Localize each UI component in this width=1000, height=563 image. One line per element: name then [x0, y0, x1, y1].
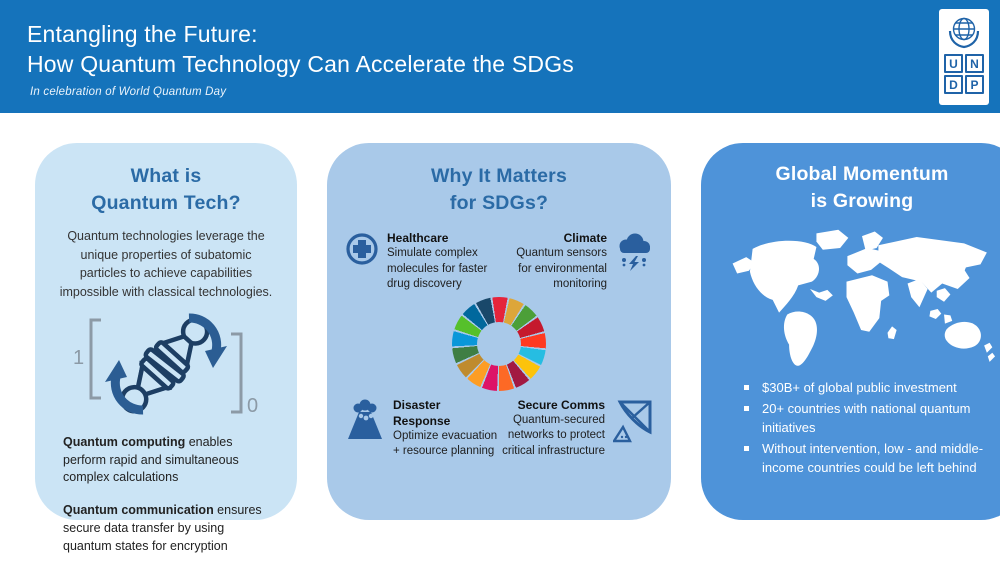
- page-subtitle: In celebration of World Quantum Day: [30, 86, 227, 98]
- sdg-row-bottom: Disaster Response Optimize evacuation + …: [343, 397, 655, 460]
- sdg-item-disaster-response: Disaster Response Optimize evacuation + …: [345, 397, 499, 460]
- climate-heading: Climate: [563, 230, 607, 245]
- cards-row: What is Quantum Tech? Quantum technologi…: [35, 143, 1000, 553]
- undp-letter-n: N: [965, 54, 984, 73]
- bit-one-label: 1: [73, 347, 84, 369]
- spinning-particle: [119, 317, 210, 414]
- header-banner: Entangling the Future: How Quantum Techn…: [0, 0, 1000, 113]
- undp-letter-p: P: [965, 75, 984, 94]
- undp-letters: U N D P: [944, 54, 984, 94]
- sdg-wheel: [452, 296, 546, 391]
- undp-letter-u: U: [944, 54, 963, 73]
- card-why-it-matters: Why It Matters for SDGs? Healthcare Simu…: [327, 143, 671, 520]
- sdg-item-climate: Climate Quantum sensors for environmenta…: [501, 230, 653, 293]
- world-map: [732, 229, 996, 366]
- left-bracket: [89, 318, 101, 400]
- card3-title: Global Momentum is Growing: [775, 163, 949, 212]
- card2-title: Why It Matters for SDGs?: [430, 165, 568, 214]
- bit-zero-label: 0: [247, 395, 258, 417]
- undp-logo: U N D P: [939, 9, 989, 105]
- quantum-communication-text: Quantum communication ensures secure dat…: [63, 503, 262, 553]
- right-bracket: [231, 332, 243, 414]
- satellite-dish-icon: [613, 400, 652, 442]
- card1-title: What is Quantum Tech?: [91, 165, 241, 214]
- card-what-is-quantum-tech: What is Quantum Tech? Quantum technologi…: [35, 143, 297, 553]
- sdg-item-secure-comms: Secure Comms Quantum-secured networks to…: [499, 397, 653, 460]
- page-title-line2: How Quantum Technology Can Accelerate th…: [27, 51, 575, 77]
- storm-cloud-icon: [619, 233, 650, 271]
- quantum-computing-text: Quantum computing enables perform rapid …: [63, 434, 239, 485]
- secure-comms-heading: Secure Comms: [517, 397, 605, 412]
- sdg-row-top: Healthcare Simulate complex molecules fo…: [343, 230, 655, 293]
- card-global-momentum: Global Momentum is Growing: [701, 143, 1000, 520]
- page-title-line1: Entangling the Future:: [27, 21, 258, 47]
- card1-intro-text: Quantum technologies leverage the unique…: [59, 228, 273, 300]
- rotation-arrows: [105, 313, 227, 415]
- un-emblem-icon: [948, 17, 980, 49]
- qubit-entanglement-illustration: 1 0: [73, 313, 258, 417]
- secure-comms-body: Quantum-secured networks to protect crit…: [502, 413, 605, 457]
- bullet-countries: 20+ countries with national quantum init…: [743, 400, 999, 437]
- healthcare-heading: Healthcare: [387, 230, 449, 245]
- medical-cross-icon: [346, 233, 378, 265]
- bullet-intervention: Without intervention, low - and middle-i…: [743, 440, 999, 477]
- healthcare-body: Simulate complex molecules for faster dr…: [387, 247, 488, 291]
- volcano-icon: [348, 399, 382, 439]
- disaster-response-body: Optimize evacuation + resource planning: [393, 429, 498, 458]
- undp-letter-d: D: [944, 75, 963, 94]
- bullet-investment: $30B+ of global public investment: [743, 379, 999, 397]
- climate-body: Quantum sensors for environmental monito…: [516, 247, 607, 291]
- disaster-response-heading: Disaster Response: [393, 397, 451, 428]
- sdg-item-healthcare: Healthcare Simulate complex molecules fo…: [345, 230, 493, 293]
- momentum-bullet-list: $30B+ of global public investment 20+ co…: [725, 379, 999, 477]
